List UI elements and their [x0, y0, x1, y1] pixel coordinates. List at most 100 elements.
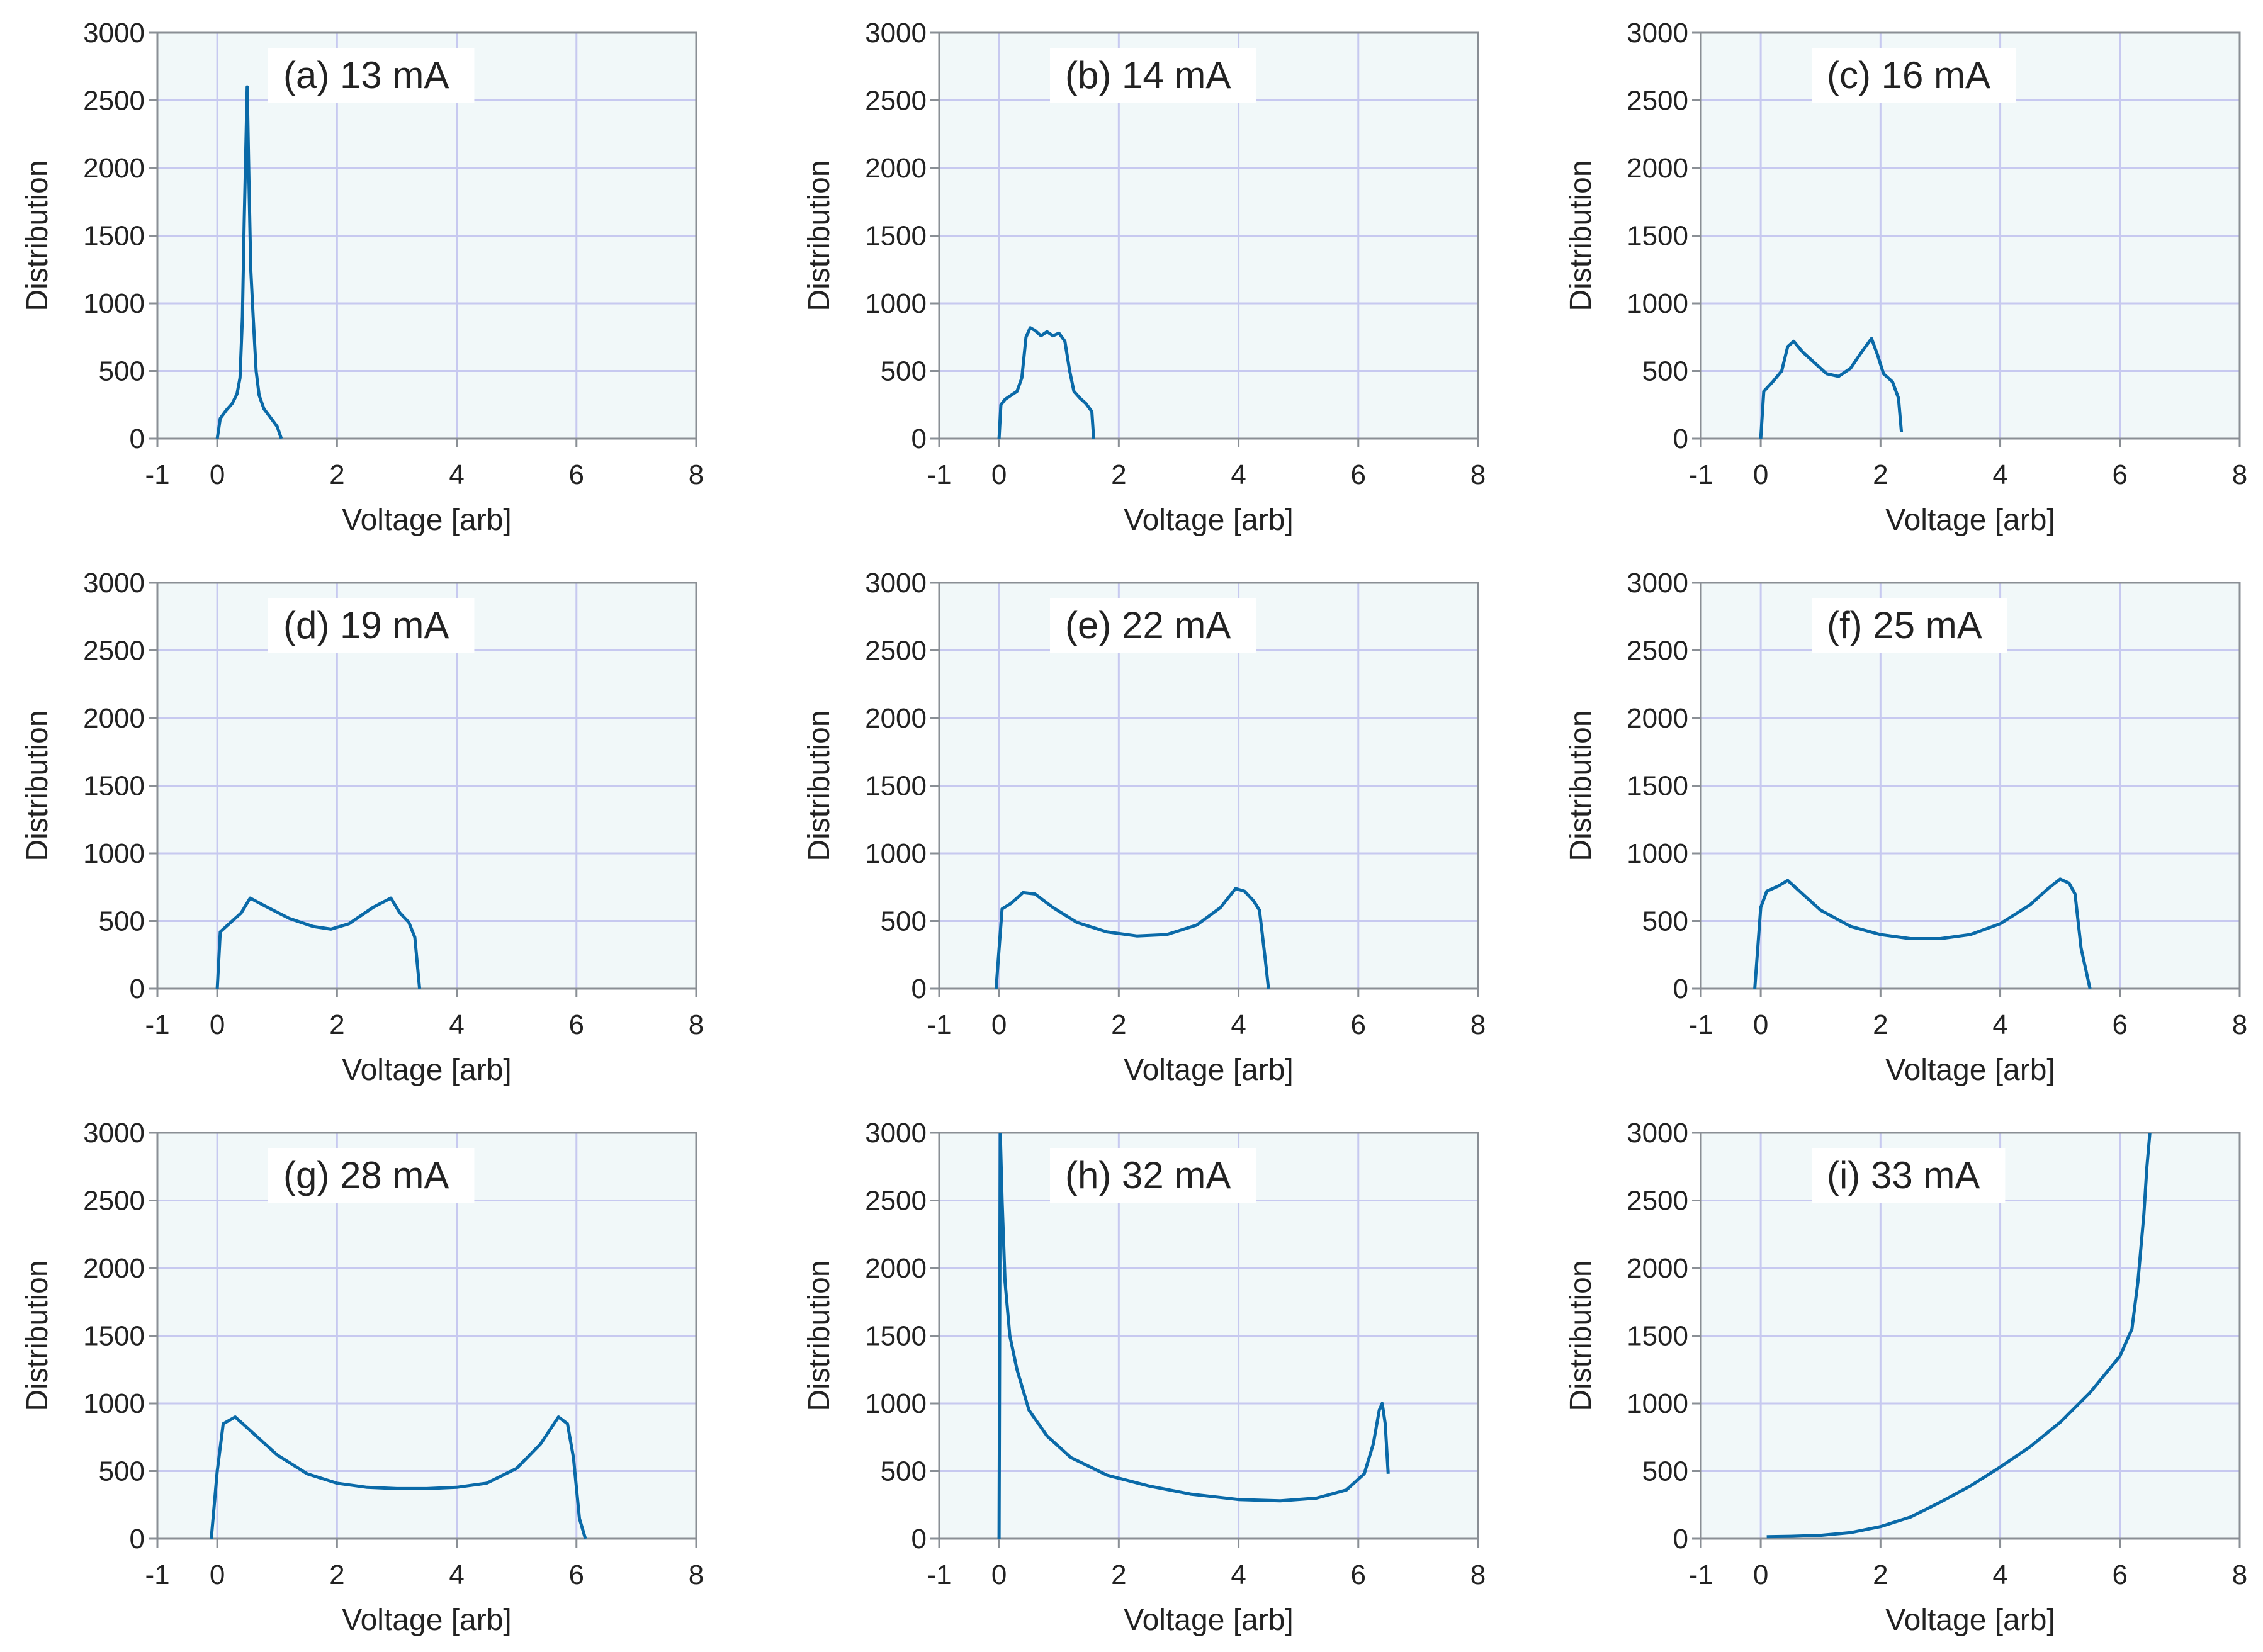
y-tick-label: 2500 [865, 1186, 927, 1217]
x-tick-label: 6 [569, 459, 584, 490]
x-axis-label: Voltage [arb] [342, 503, 512, 537]
x-tick-label: 4 [449, 459, 464, 490]
panel-label: (d) 19 mA [283, 604, 449, 646]
y-tick-label: 500 [99, 1456, 145, 1487]
y-axis-label: Distribution [21, 160, 54, 311]
panel-label: (g) 28 mA [283, 1154, 449, 1196]
y-tick-label: 1500 [865, 1321, 927, 1352]
y-tick-label: 3000 [1627, 568, 1688, 598]
y-tick-label: 0 [130, 424, 145, 454]
x-tick-label: 4 [449, 1009, 464, 1040]
x-tick-label: 8 [1470, 1009, 1486, 1040]
y-tick-label: 2000 [865, 703, 927, 734]
series-line [215, 85, 283, 439]
x-tick-label: 0 [1753, 1009, 1768, 1040]
y-tick-label: 1000 [865, 838, 927, 869]
x-axis-label: Voltage [arb] [1124, 1604, 1294, 1637]
x-axis-label: Voltage [arb] [1885, 1604, 2055, 1637]
y-tick-label: 500 [1642, 1456, 1688, 1487]
y-tick-label: 500 [99, 906, 145, 937]
y-tick-label: 500 [881, 906, 927, 937]
y-tick-label: 1000 [1627, 838, 1688, 869]
x-tick-label: 6 [1351, 1559, 1366, 1590]
y-tick-label: 2000 [1627, 703, 1688, 734]
series-line [1753, 877, 2092, 989]
y-tick-label: 2000 [83, 1253, 145, 1284]
y-tick-label: 1500 [865, 771, 927, 802]
y-axis-label: Distribution [1564, 710, 1598, 861]
y-tick-label: 0 [911, 424, 927, 454]
x-tick-label: 6 [2113, 1009, 2128, 1040]
x-tick-label: 0 [991, 1559, 1007, 1590]
x-tick-label: 8 [689, 459, 704, 490]
y-tick-label: 2500 [1627, 86, 1688, 116]
y-tick-label: 500 [881, 356, 927, 387]
y-tick-label: 1500 [83, 221, 145, 252]
series-line [1759, 337, 1904, 439]
x-tick-label: 2 [1111, 1009, 1126, 1040]
x-axis-label: Voltage [arb] [1885, 503, 2055, 537]
y-tick-label: 3000 [83, 18, 145, 48]
x-tick-label: -1 [145, 1009, 169, 1040]
panel-label-box [1050, 598, 1256, 653]
panel-label: (a) 13 mA [283, 54, 449, 96]
y-tick-label: 1500 [83, 771, 145, 802]
y-axis-label: Distribution [803, 160, 836, 311]
y-tick-label: 2000 [83, 703, 145, 734]
y-axis-label: Distribution [803, 1260, 836, 1411]
x-axis-label: Voltage [arb] [342, 1604, 512, 1637]
y-tick-label: 2500 [865, 636, 927, 666]
panel-label-box [1050, 48, 1256, 103]
x-tick-label: 8 [689, 1009, 704, 1040]
x-tick-label: 4 [1231, 1009, 1246, 1040]
y-axis-label: Distribution [803, 710, 836, 861]
y-tick-label: 1000 [865, 288, 927, 319]
x-tick-label: 4 [1231, 459, 1246, 490]
y-tick-label: 3000 [1627, 1118, 1688, 1149]
x-tick-label: 4 [449, 1559, 464, 1590]
x-tick-label: -1 [927, 459, 951, 490]
x-tick-label: -1 [145, 1559, 169, 1590]
x-tick-label: 8 [2232, 1009, 2247, 1040]
y-axis-label: Distribution [1564, 160, 1598, 311]
y-tick-label: 3000 [865, 18, 927, 48]
x-tick-label: 0 [210, 459, 225, 490]
y-tick-label: 500 [881, 1456, 927, 1487]
y-tick-label: 1000 [865, 1388, 927, 1419]
x-tick-label: 4 [1992, 1559, 2007, 1590]
panel-label: (e) 22 mA [1065, 604, 1231, 646]
panel-label-box [1812, 48, 2016, 103]
x-tick-label: 6 [569, 1009, 584, 1040]
panel-label: (f) 25 mA [1827, 604, 1982, 646]
x-tick-label: 8 [1470, 1559, 1486, 1590]
panel-label-box [268, 1148, 475, 1203]
y-tick-label: 3000 [83, 568, 145, 598]
x-tick-label: 6 [1351, 459, 1366, 490]
y-tick-label: 3000 [1627, 18, 1688, 48]
x-tick-label: 2 [329, 1559, 344, 1590]
x-axis-label: Voltage [arb] [342, 1054, 512, 1087]
x-tick-label: -1 [1688, 1559, 1713, 1590]
panel-label: (h) 32 mA [1065, 1154, 1231, 1196]
x-tick-label: 6 [2113, 1559, 2128, 1590]
x-tick-label: 8 [2232, 459, 2247, 490]
y-tick-label: 0 [911, 1524, 927, 1554]
x-tick-label: 8 [1470, 459, 1486, 490]
y-axis-label: Distribution [21, 710, 54, 861]
x-tick-label: 0 [991, 1009, 1007, 1040]
y-tick-label: 0 [1673, 974, 1688, 1004]
x-tick-label: 2 [329, 459, 344, 490]
x-tick-label: 2 [1873, 1009, 1888, 1040]
y-tick-label: 2000 [865, 1253, 927, 1284]
panel-label-box [268, 598, 475, 653]
x-tick-label: 4 [1231, 1559, 1246, 1590]
panel-label-box [1050, 1148, 1256, 1203]
